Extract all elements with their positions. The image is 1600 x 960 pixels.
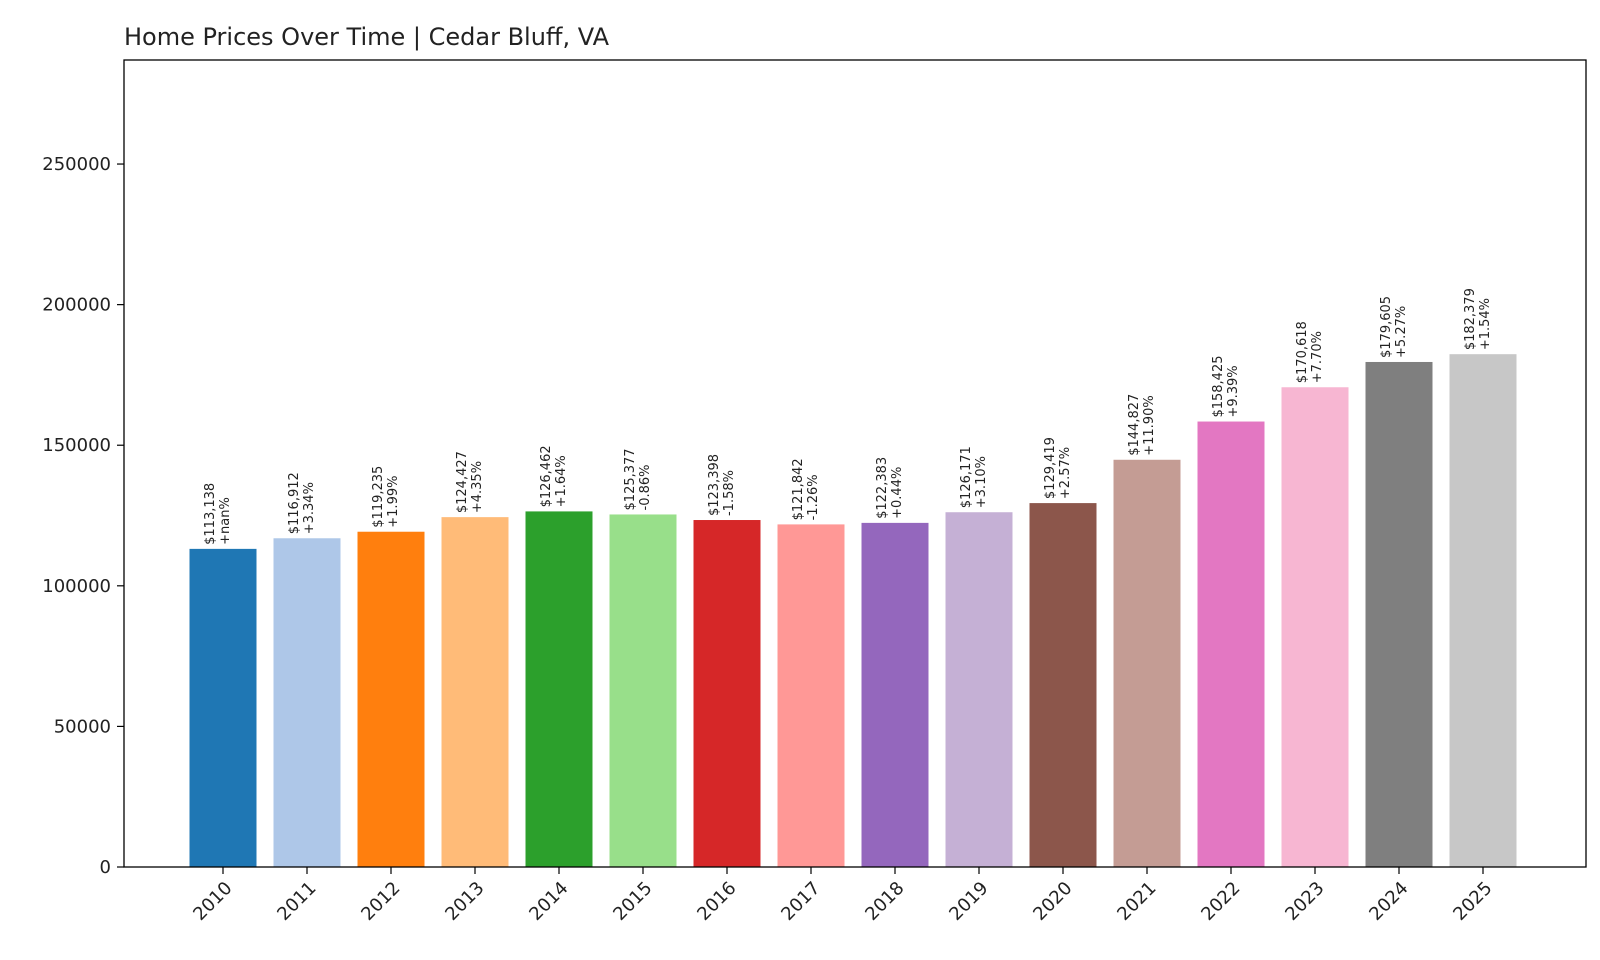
y-tick-label: 200000: [42, 295, 111, 316]
data-label-2014: $126,462 +1.64%: [539, 445, 569, 507]
price-label: $121,842: [791, 458, 806, 520]
change-label: +1.54%: [1478, 298, 1493, 350]
x-tick-label: 2024: [1365, 878, 1412, 925]
data-labels-layer: $113,138 +nan% $116,912 +3.34% $119,235 +1.99…: [203, 288, 1493, 545]
x-tick-label: 2016: [693, 878, 740, 925]
bar-2021: [1113, 459, 1181, 867]
price-label: $116,912: [287, 472, 302, 534]
change-label: +3.10%: [974, 456, 989, 508]
bar-2023: [1281, 387, 1349, 867]
bar-2020: [1029, 503, 1097, 867]
x-tick-label: 2011: [273, 878, 320, 925]
price-label: $158,425: [1211, 356, 1226, 418]
change-label: -1.26%: [806, 474, 821, 520]
data-label-2019: $126,171 +3.10%: [959, 446, 989, 508]
price-label: $124,427: [455, 451, 470, 513]
data-label-2015: $125,377 -0.86%: [623, 448, 653, 510]
x-tick-label: 2021: [1113, 878, 1160, 925]
x-tick-label: 2023: [1281, 878, 1328, 925]
y-axis: 0 50000 100000 150000 200000 250000: [42, 154, 124, 878]
change-label: +9.39%: [1226, 365, 1241, 417]
change-label: -0.86%: [638, 464, 653, 510]
change-label: +0.44%: [890, 467, 905, 519]
x-tick-label: 2018: [861, 878, 908, 925]
bar-2014: [525, 511, 593, 867]
x-tick-label: 2017: [777, 878, 824, 925]
y-tick-label: 50000: [54, 716, 111, 737]
price-label: $182,379: [1463, 288, 1478, 350]
bar-2024: [1365, 361, 1433, 867]
y-tick-label: 100000: [42, 576, 111, 597]
change-label: +1.64%: [554, 455, 569, 507]
change-label: +1.99%: [386, 476, 401, 528]
bar-2018: [861, 522, 929, 867]
y-tick-label: 250000: [42, 154, 111, 175]
data-label-2013: $124,427 +4.35%: [455, 451, 485, 513]
price-label: $122,383: [875, 457, 890, 519]
price-label: $119,235: [371, 466, 386, 528]
x-tick-label: 2020: [1029, 878, 1076, 925]
data-label-2023: $170,618 +7.70%: [1295, 321, 1325, 383]
bar-2010: [189, 548, 257, 867]
bar-2015: [609, 514, 677, 867]
change-label: +nan%: [218, 497, 233, 545]
bar-2016: [693, 520, 761, 867]
bar-2012: [357, 531, 425, 867]
bars-layer: [189, 354, 1517, 867]
price-label: $126,462: [539, 445, 554, 507]
x-tick-label: 2010: [189, 878, 236, 925]
change-label: +5.27%: [1394, 306, 1409, 358]
x-tick-label: 2019: [945, 878, 992, 925]
chart-title: Home Prices Over Time | Cedar Bluff, VA: [124, 23, 610, 51]
plot-frame: [123, 59, 1587, 868]
change-label: +4.35%: [470, 461, 485, 513]
price-label: $113,138: [203, 483, 218, 545]
change-label: +7.70%: [1310, 331, 1325, 383]
x-tick-label: 2014: [525, 878, 572, 925]
x-tick-label: 2025: [1449, 878, 1496, 925]
data-label-2017: $121,842 -1.26%: [791, 458, 821, 520]
data-label-2016: $123,398 -1.58%: [707, 454, 737, 516]
change-label: -1.58%: [722, 470, 737, 516]
data-label-2025: $182,379 +1.54%: [1463, 288, 1493, 350]
x-tick-label: 2013: [441, 878, 488, 925]
data-label-2024: $179,605 +5.27%: [1379, 296, 1409, 358]
price-label: $179,605: [1379, 296, 1394, 358]
data-label-2010: $113,138 +nan%: [203, 483, 233, 545]
price-label: $144,827: [1127, 394, 1142, 456]
data-label-2011: $116,912 +3.34%: [287, 472, 317, 534]
data-label-2012: $119,235 +1.99%: [371, 466, 401, 528]
data-label-2022: $158,425 +9.39%: [1211, 356, 1241, 418]
bar-2022: [1197, 421, 1265, 867]
bar-2025: [1449, 354, 1517, 867]
x-tick-label: 2012: [357, 878, 404, 925]
data-label-2020: $129,419 +2.57%: [1043, 437, 1073, 499]
change-label: +11.90%: [1142, 395, 1157, 455]
x-tick-label: 2022: [1197, 878, 1244, 925]
bar-2013: [441, 517, 509, 867]
price-label: $129,419: [1043, 437, 1058, 499]
change-label: +2.57%: [1058, 447, 1073, 499]
change-label: +3.34%: [302, 482, 317, 534]
price-label: $125,377: [623, 448, 638, 510]
y-tick-label: 150000: [42, 435, 111, 456]
bar-2017: [777, 524, 845, 867]
x-tick-label: 2015: [609, 878, 656, 925]
data-label-2018: $122,383 +0.44%: [875, 457, 905, 519]
y-tick-label: 0: [100, 857, 111, 878]
x-axis: 2010 2011 2012 2013 2014 2015 2016 2017 2018 2019…: [189, 867, 1497, 925]
price-label: $170,618: [1295, 321, 1310, 383]
bar-2011: [273, 538, 341, 867]
data-label-2021: $144,827 +11.90%: [1127, 394, 1157, 456]
price-label: $123,398: [707, 454, 722, 516]
bar-2019: [945, 512, 1013, 867]
price-label: $126,171: [959, 446, 974, 508]
